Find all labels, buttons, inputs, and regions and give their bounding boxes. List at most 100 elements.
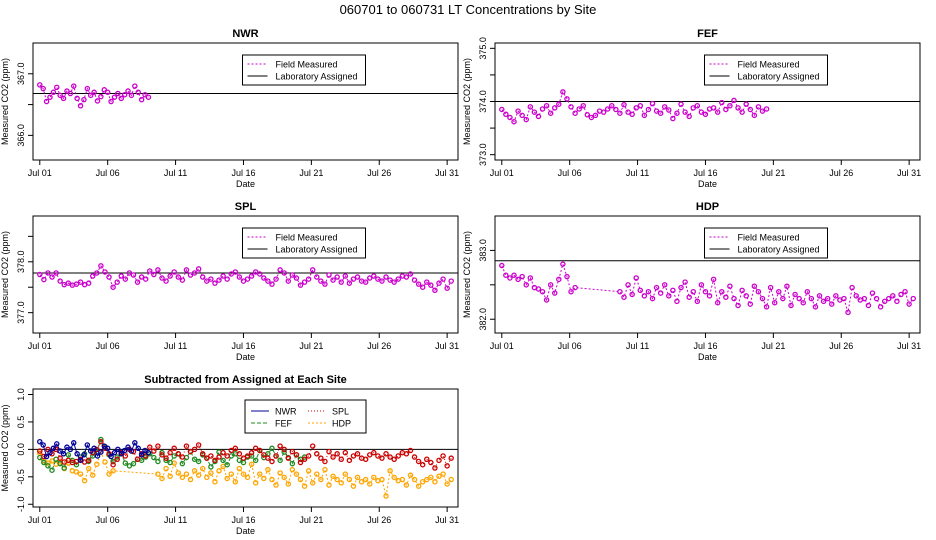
diff-legend-box — [244, 399, 367, 434]
hdp-data-point — [645, 288, 652, 295]
diff-nwr-point — [111, 449, 118, 456]
spl-data-point — [342, 273, 349, 279]
spl-data-point — [232, 269, 239, 275]
fef-data-point — [613, 106, 619, 113]
spl-y-tick-label: 378.0 — [16, 251, 26, 274]
nwr-x-axis-label: Date — [236, 179, 255, 189]
diff-hdp-point — [309, 480, 316, 486]
fef-x-tick-label: Jul 21 — [761, 168, 785, 178]
diff-spl-point — [362, 456, 369, 463]
diff-spl-point — [199, 451, 206, 457]
diff-hdp-point — [354, 474, 361, 481]
diff-hdp-point — [383, 493, 389, 499]
diff-hdp-point — [350, 483, 357, 489]
hdp-data-point — [828, 301, 835, 307]
diff-spl-point — [342, 449, 349, 456]
hdp-data-point — [564, 273, 570, 280]
spl-data-point — [301, 279, 308, 285]
hdp-data-point — [861, 295, 868, 302]
diff-hdp-point — [94, 461, 100, 467]
diff-spl-point — [191, 446, 198, 453]
spl-data-point — [240, 278, 247, 284]
diff-hdp-point — [419, 479, 426, 485]
diff-hdp-point — [346, 476, 353, 483]
diff-nwr-point — [81, 452, 87, 458]
hdp-data-point — [560, 261, 566, 267]
figure-title: 060701 to 060731 LT Concentrations by Si… — [340, 2, 597, 17]
fef-data-point — [600, 109, 607, 115]
diff-hdp-point — [179, 474, 186, 481]
hdp-data-point — [670, 287, 676, 294]
hdp-data-point — [881, 298, 888, 305]
spl-data-point — [199, 274, 206, 280]
spl-data-point — [379, 278, 385, 284]
nwr-data-point — [84, 85, 91, 92]
diff-hdp-point — [265, 466, 271, 473]
fef-data-point — [670, 115, 676, 122]
spl-data-point — [208, 276, 214, 282]
diff-spl-point — [346, 457, 353, 464]
fef-data-point — [539, 106, 546, 112]
hdp-panel: HDP Jul 01 Jul 06 Jul 11 Jul 16 Jul 21 Jul 26 J… — [462, 201, 921, 362]
diff-nwr-point — [135, 445, 141, 452]
fef-data-point — [751, 112, 758, 119]
diff-fef-point — [167, 459, 173, 466]
fef-data-point — [588, 114, 595, 121]
diff-hdp-point — [159, 475, 165, 482]
diff-spl-point — [187, 448, 194, 455]
diff-spl-point — [171, 445, 177, 452]
nwr-y-axis-label: Measured CO2 (ppm) — [0, 58, 10, 145]
spl-data-point — [142, 276, 149, 282]
diff-fef-point — [122, 460, 129, 466]
fef-data-point — [560, 89, 566, 95]
spl-data-point — [391, 279, 397, 285]
diff-hdp-point — [342, 471, 349, 477]
diff-spl-point — [236, 451, 243, 457]
spl-data-point — [305, 276, 312, 282]
diff-nwr-point — [125, 444, 131, 450]
diff-hdp-point — [81, 477, 88, 484]
diff-hdp-point — [167, 473, 173, 480]
nwr-data-point — [138, 96, 145, 103]
fef-data-point — [641, 112, 648, 119]
diff-spl-point — [208, 453, 214, 459]
diff-nwr-point — [50, 445, 57, 452]
fef-data-point — [629, 111, 635, 118]
diff-legend-fef-label: FEF — [275, 419, 293, 429]
hdp-data-point — [747, 301, 754, 307]
diff-nwr-point — [118, 451, 125, 457]
diff-hdp-point — [244, 474, 251, 481]
diff-fef-point — [61, 465, 67, 471]
fef-x-tick-label: Jul 16 — [693, 168, 717, 178]
spl-data-point — [41, 276, 47, 283]
diff-spl-point — [261, 452, 267, 458]
fef-data-point — [698, 109, 705, 115]
diff-hdp-point — [301, 483, 308, 489]
diff-hdp-point — [391, 474, 397, 481]
spl-data-point — [277, 267, 283, 273]
hdp-data-point — [771, 299, 778, 306]
fef-data-point — [637, 103, 644, 109]
diff-spl-point — [114, 456, 120, 463]
fef-data-point — [527, 104, 534, 110]
spl-data — [33, 263, 458, 294]
diff-hdp-point — [379, 476, 385, 483]
spl-data-point — [257, 271, 263, 277]
hdp-data-point — [792, 291, 798, 298]
diff-hdp-point — [330, 473, 336, 480]
spl-data-point — [220, 273, 226, 279]
diff-hdp-point — [358, 479, 365, 485]
spl-data-point — [375, 276, 381, 282]
spl-legend-lab-label: Laboratory Assigned — [276, 245, 358, 255]
diff-spl-point — [159, 452, 165, 458]
diff-hdp-point — [281, 474, 287, 481]
hdp-legend-lab-label: Laboratory Assigned — [738, 245, 820, 255]
hdp-data-point — [539, 288, 546, 295]
spl-data-point — [436, 280, 442, 286]
fef-data-point — [678, 101, 684, 107]
fef-data-point — [653, 108, 660, 114]
hdp-data-point — [499, 262, 505, 269]
diff-fef-point — [65, 452, 72, 458]
hdp-data-point — [507, 275, 513, 281]
diff-spl-point — [366, 452, 373, 458]
